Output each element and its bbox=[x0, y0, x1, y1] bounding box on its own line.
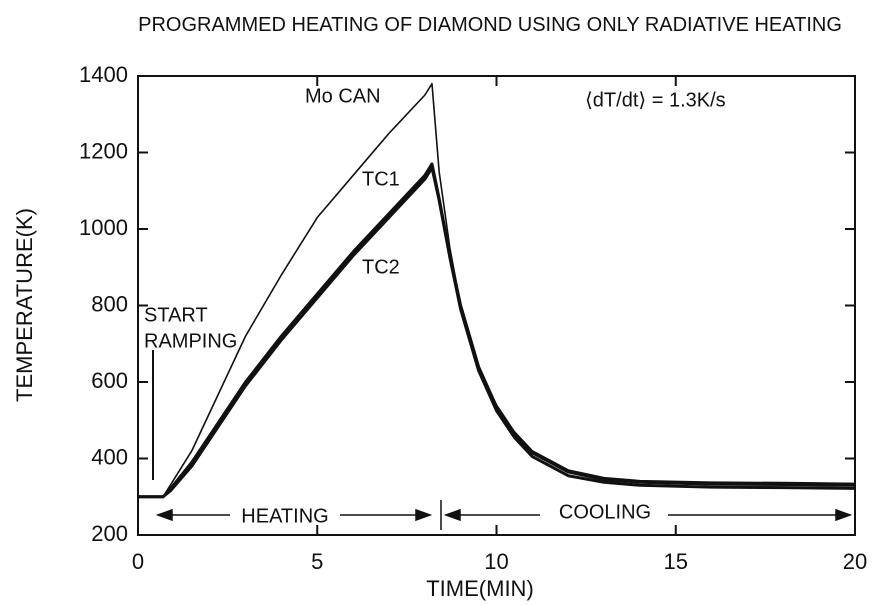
y-tick-label: 400 bbox=[91, 444, 128, 469]
x-tick-label: 5 bbox=[311, 549, 323, 574]
annotation: HEATING bbox=[241, 505, 328, 527]
annotation: START bbox=[144, 304, 208, 326]
data-line bbox=[138, 82, 856, 498]
series-label: TC1 bbox=[362, 168, 400, 190]
y-tick-label: 800 bbox=[91, 291, 128, 316]
y-tick-label: 1200 bbox=[79, 138, 128, 163]
y-tick-label: 1400 bbox=[79, 62, 128, 87]
series-label: TC2 bbox=[362, 256, 400, 278]
series-label: Mo CAN bbox=[305, 85, 381, 107]
annotation: COOLING bbox=[559, 501, 651, 523]
annotation: RAMPING bbox=[144, 330, 237, 352]
phase-arrows bbox=[155, 500, 853, 530]
x-tick-label: 0 bbox=[132, 549, 144, 574]
data-line bbox=[138, 162, 856, 499]
x-axis-label: TIME(MIN) bbox=[426, 576, 534, 601]
y-tick-label: 200 bbox=[91, 521, 128, 546]
annotation: ⟨dT/dt⟩ = 1.3K/s bbox=[585, 89, 726, 111]
x-tick-label: 20 bbox=[843, 549, 867, 574]
y-axis-label: TEMPERATURE(K) bbox=[12, 208, 37, 402]
x-tick-label: 10 bbox=[484, 549, 508, 574]
y-tick-label: 1000 bbox=[79, 215, 128, 240]
y-tick-label: 600 bbox=[91, 368, 128, 393]
data-line bbox=[138, 166, 856, 499]
chart-title: PROGRAMMED HEATING OF DIAMOND USING ONLY… bbox=[138, 14, 842, 36]
x-tick-label: 15 bbox=[664, 549, 688, 574]
plot-frame bbox=[137, 75, 856, 536]
